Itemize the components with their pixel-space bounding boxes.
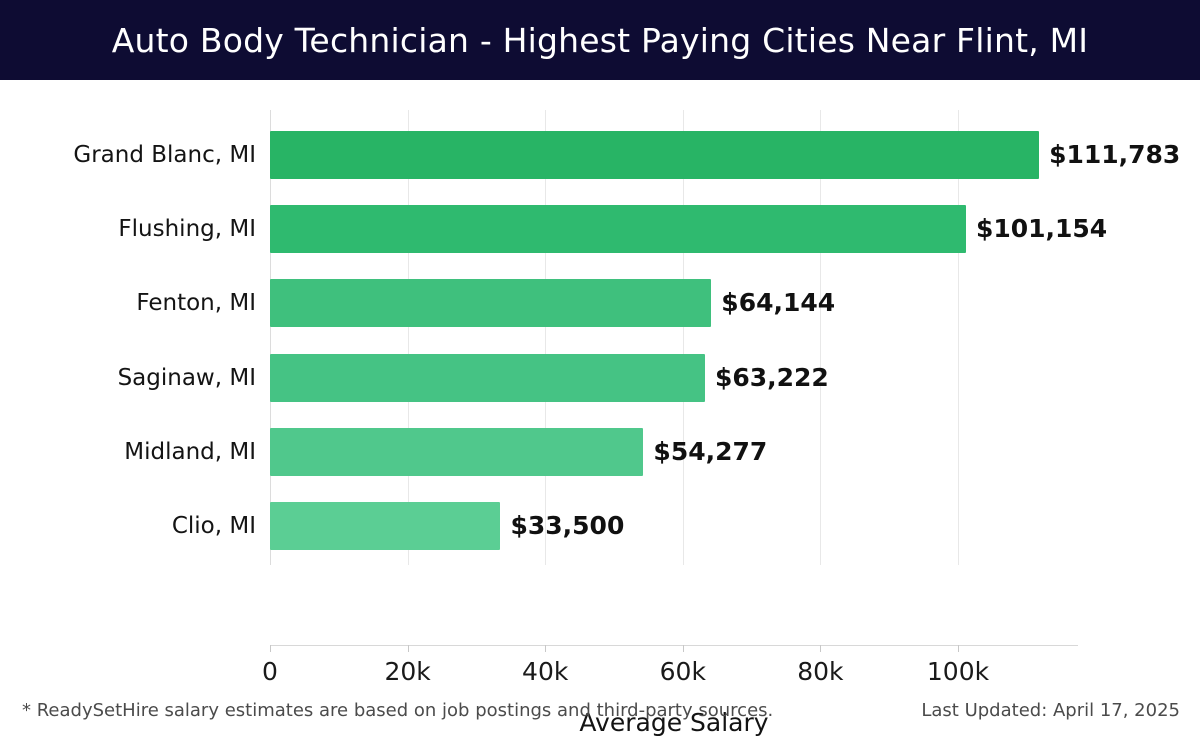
category-label: Clio, MI [171,513,256,539]
bar-value-label: $63,222 [714,362,829,392]
x-tick-label: 60k [659,657,706,686]
bar[interactable] [270,279,712,328]
x-tick-label: 20k [384,657,431,686]
gridline [270,110,271,565]
category-label: Fenton, MI [136,290,256,317]
x-axis-line [270,645,1078,646]
gridline [820,110,822,565]
x-tick-label: 80k [797,657,844,686]
tick-mark [407,645,409,652]
bar[interactable] [270,131,1040,179]
tick-mark [820,645,822,652]
x-tick-label: 0 [262,657,278,686]
x-tick-label: 100k [926,657,990,686]
bar-row: Flushing, MI $101,154 [0,205,1200,254]
gridline [958,110,959,565]
tick-mark [270,645,271,652]
bar-row: Saginaw, MI $63,222 [0,353,1200,402]
gridline [407,110,409,565]
bar-chart: Grand Blanc, MI $111,783 Flushing, MI $101,… [0,80,1200,737]
category-label: Flushing, MI [118,216,256,243]
bar[interactable] [270,205,966,254]
tick-mark [958,645,959,652]
tick-mark [545,645,547,652]
page-title: Auto Body Technician - Highest Paying Ci… [111,20,1089,60]
bar-row: Midland, MI $54,277 [0,427,1200,476]
x-axis-title: Average Salary [579,708,769,737]
bar-value-label: $111,783 [1049,140,1181,169]
gridline [682,110,684,565]
chart-header: Auto Body Technician - Highest Paying Ci… [0,0,1200,80]
bar-value-label: $33,500 [510,511,625,540]
x-tick-label: 40k [522,657,569,686]
footer-last-updated: Last Updated: April 17, 2025 [921,700,1180,721]
bar-value-label: $101,154 [975,214,1108,244]
bar-row: Fenton, MI $64,144 [0,279,1200,328]
bar-row: Grand Blanc, MI $111,783 [0,131,1200,179]
tick-mark [682,645,684,652]
category-label: Midland, MI [124,438,256,465]
bar[interactable] [270,353,705,402]
bar-value-label: $54,277 [653,436,768,466]
bar-value-label: $64,144 [721,288,836,318]
category-label: Grand Blanc, MI [73,142,256,168]
bar-row: Clio, MI $33,500 [0,502,1200,550]
gridline [545,110,547,565]
bar[interactable] [270,502,501,550]
bar[interactable] [270,427,644,476]
category-label: Saginaw, MI [117,364,256,391]
footer-note: * ReadySetHire salary estimates are base… [22,700,774,721]
